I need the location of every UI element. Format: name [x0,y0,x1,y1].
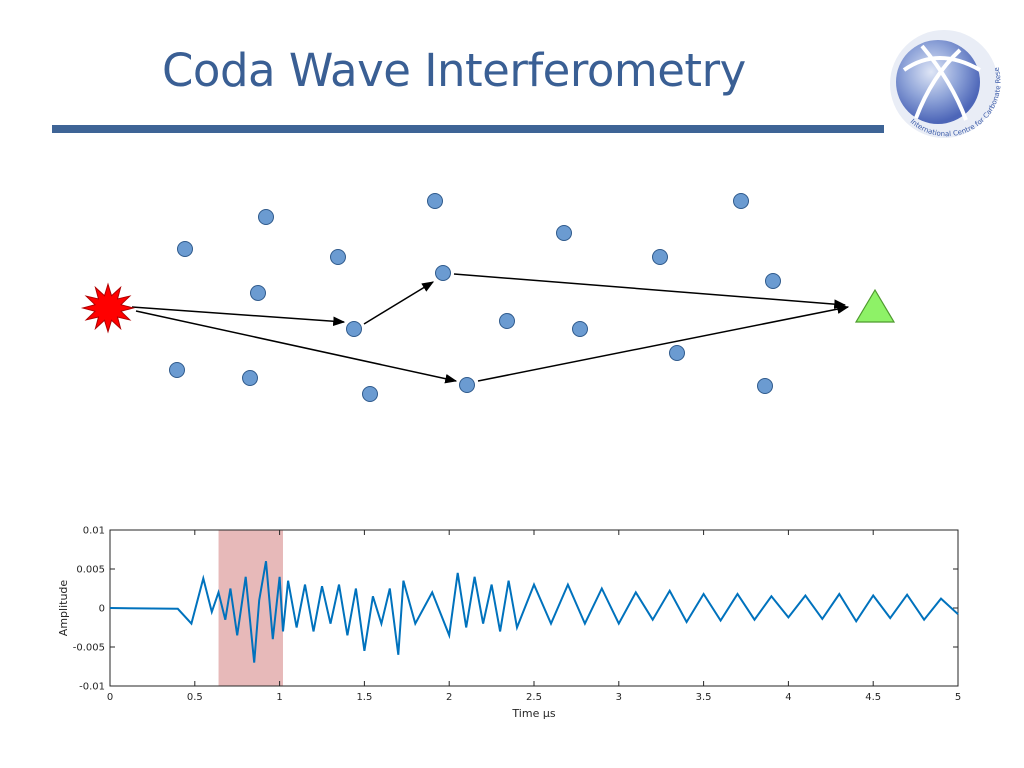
scatterer-dot [652,249,668,265]
scatterer-dot [499,313,515,329]
scatterer-dot [435,265,451,281]
scatterer-dot [346,321,362,337]
y-axis: 0.01 0.005 0 -0.005 -0.01 [73,526,958,693]
scatterer-dot [669,345,685,361]
ray-path-arrow [453,273,847,309]
title-underline [52,125,884,133]
source-star-icon [80,282,136,334]
y-tick-label: -0.005 [73,643,105,654]
y-tick-label: 0.01 [83,526,105,537]
scatterer-dot [250,285,266,301]
y-tick-label: 0 [99,604,105,615]
scattering-diagram [80,193,896,402]
seismogram-chart: 0 0.5 1 1.5 2 2.5 3 3.5 4 4.5 5 0.01 0.005 0 -0.005 -0… [57,526,961,721]
signal-line [109,561,959,663]
x-tick-label: 3 [616,692,622,703]
chart-plot-area: 0 0.5 1 1.5 2 2.5 3 3.5 4 4.5 5 0.01 0.005 0 -0.005 -0… [73,526,961,704]
iccr-logo: International Centre for Carbonate Reser… [886,26,1002,138]
ray-path-arrow [363,281,435,325]
scatterer-dot [258,209,274,225]
x-tick-label: 2 [446,692,452,703]
x-tick-label: 4.5 [865,692,881,703]
highlight-window [218,530,283,686]
x-tick-label: 1 [276,692,282,703]
x-tick-label: 4 [785,692,791,703]
scatterer-dot [733,193,749,209]
scatterer-dot [362,386,378,402]
scatterer-dot [572,321,588,337]
slide-title: Coda Wave Interferometry [162,44,746,97]
x-tick-label: 1.5 [356,692,372,703]
x-axis-label: Time μs [511,707,555,720]
ray-path-arrow [477,304,850,382]
y-tick-label: -0.01 [79,682,105,693]
ray-path-arrow [135,310,458,384]
scatterer-dot [242,370,258,386]
scatterer-dot [427,193,443,209]
receiver-triangle-icon [854,288,896,323]
x-tick-label: 5 [955,692,961,703]
scatterer-dot [330,249,346,265]
scatterer-dot [459,377,475,393]
y-tick-label: 0.005 [76,565,105,576]
scatterer-dot [757,378,773,394]
y-axis-label: Amplitude [57,580,70,637]
x-axis: 0 0.5 1 1.5 2 2.5 3 3.5 4 4.5 5 [107,530,961,703]
x-tick-label: 2.5 [526,692,542,703]
scatterer-dot [177,241,193,257]
ray-path-arrow [131,306,346,327]
x-tick-label: 0 [107,692,113,703]
scatterer-dot [765,273,781,289]
scatterer-group [169,193,781,402]
scatterer-dot [169,362,185,378]
x-tick-label: 0.5 [187,692,203,703]
x-tick-label: 3.5 [696,692,712,703]
ray-paths [131,273,850,384]
scatterer-dot [556,225,572,241]
